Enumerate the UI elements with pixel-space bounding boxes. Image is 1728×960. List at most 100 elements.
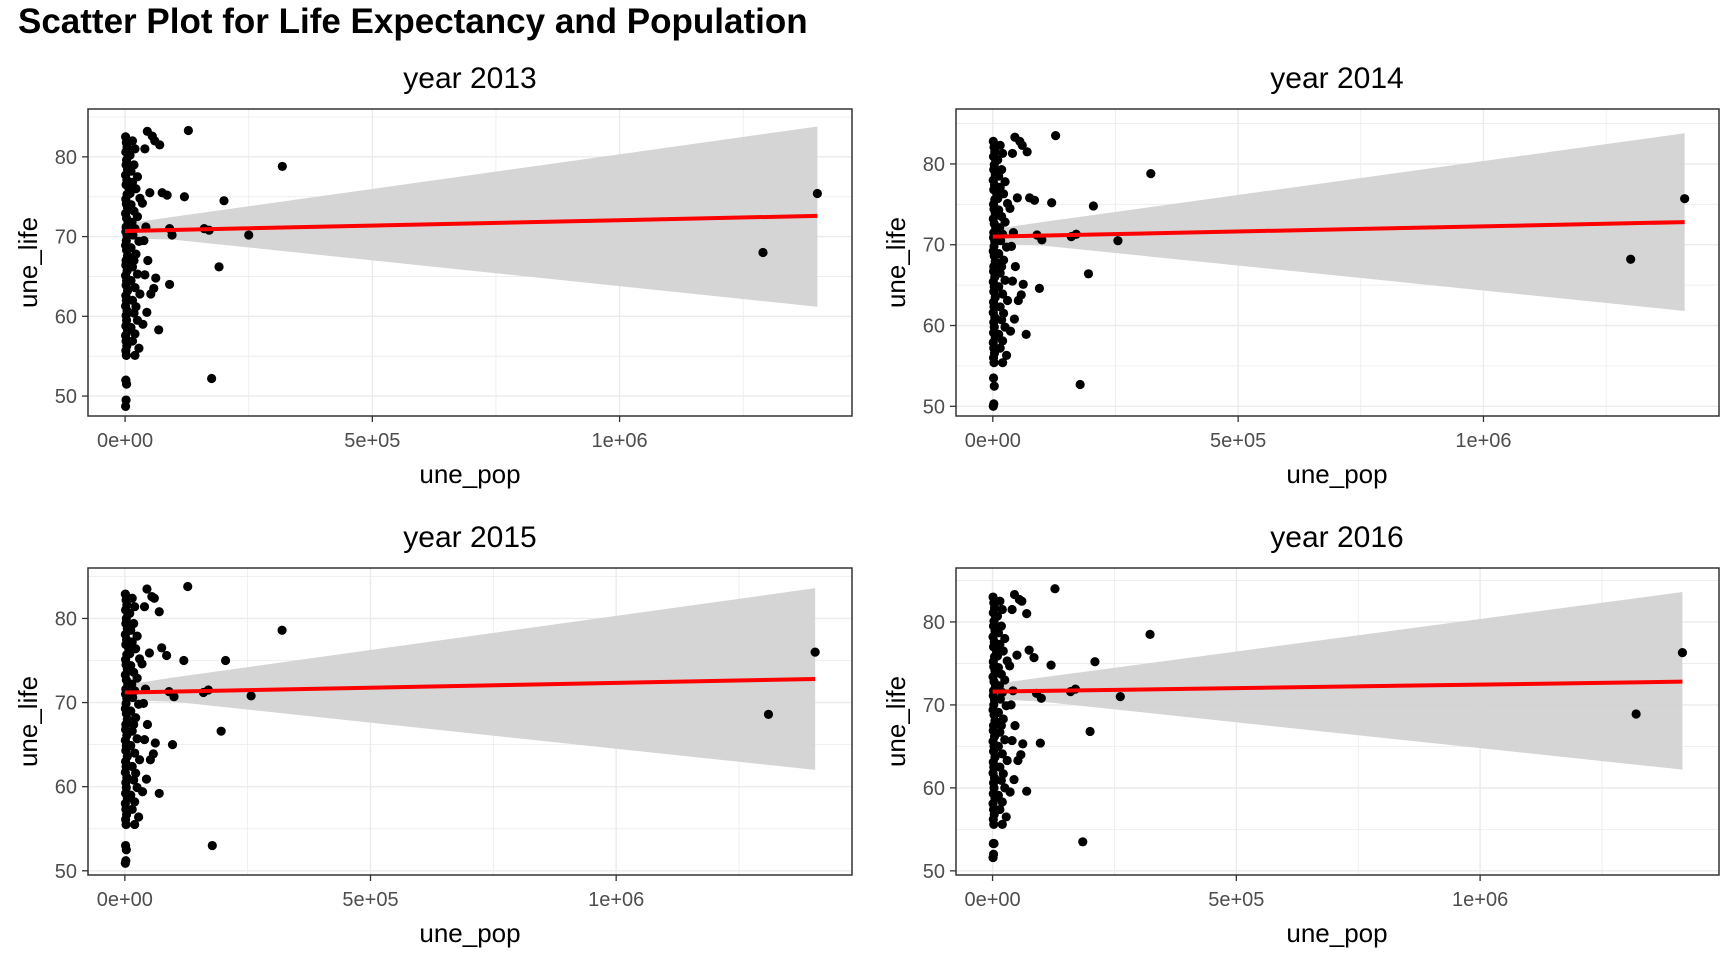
data-point [134,812,144,822]
data-point [1029,195,1040,205]
data-point [994,282,1004,292]
data-point [179,192,190,202]
data-point [763,709,774,719]
chart-main-title: Scatter Plot for Life Expectancy and Pop… [18,2,808,41]
confidence-ribbon [992,592,1683,770]
data-point [137,659,147,669]
y-tick-label: 80 [55,147,77,169]
data-point [148,749,158,759]
data-point [127,804,137,814]
y-tick-label: 70 [55,693,77,715]
data-point [993,741,1004,751]
data-point [993,194,1003,204]
data-point [1680,194,1690,204]
data-point [154,325,164,335]
data-point [998,336,1008,346]
data-point [989,819,999,829]
data-point [129,775,139,785]
data-point [1012,650,1022,660]
data-point [126,166,136,176]
data-point [995,343,1005,353]
data-point [1005,661,1015,671]
data-point [154,788,164,799]
data-point [1016,750,1026,760]
data-point [989,358,999,368]
data-point [1677,648,1688,658]
data-point [1018,279,1028,289]
panel-4: 0e+00 5e+05 1e+06 50 60 70 80 year 2016 une_pop u… [881,521,1720,948]
data-point [997,797,1007,807]
data-point [1007,276,1018,286]
data-point [1626,254,1636,264]
data-point [126,790,136,800]
data-point [1010,721,1020,731]
data-point [1005,203,1015,213]
data-point [1005,787,1015,797]
data-point [126,625,136,635]
data-point [997,819,1007,829]
data-point [126,275,136,286]
data-point [277,161,287,172]
data-point [995,694,1005,704]
data-point [1007,604,1017,615]
data-point [1017,140,1027,150]
data-point [121,819,131,830]
data-point [995,727,1005,737]
y-tick-label: 70 [55,227,77,249]
data-point [1088,201,1098,211]
data-point [1002,755,1012,766]
data-point [998,289,1008,299]
data-point [138,319,148,329]
data-point [130,350,140,360]
x-axis-label: une_pop [1286,459,1387,489]
data-point [140,270,150,280]
data-point [179,655,189,666]
y-tick-label: 50 [923,396,945,418]
data-point [1085,726,1095,737]
y-tick-label: 50 [923,861,945,883]
data-point [998,358,1008,368]
data-point [995,596,1005,606]
data-point [214,262,224,272]
data-point [997,749,1007,759]
data-point [138,698,149,709]
data-point [145,188,155,198]
data-point [130,329,140,339]
data-point [130,144,140,154]
data-point [149,593,159,603]
data-point [988,373,999,383]
data-point [139,602,150,612]
data-point [993,790,1004,800]
x-tick-label: 5e+05 [1208,889,1264,911]
x-tick-label: 0e+00 [97,889,153,911]
data-point [126,243,136,253]
data-point [143,255,153,266]
data-point [216,726,226,736]
data-point [164,279,175,290]
data-point [132,269,143,279]
confidence-ribbon [125,126,818,307]
data-point [1022,786,1032,796]
data-point [140,144,150,154]
data-point [128,692,138,703]
data-point [125,608,135,619]
data-point [132,673,142,683]
data-point [1016,290,1026,300]
panel-border [87,567,853,876]
data-point [1001,350,1012,361]
data-point [996,775,1006,786]
x-tick-label: 5e+05 [342,889,398,911]
data-point [812,188,822,199]
data-point [277,625,287,635]
data-point [219,196,229,206]
data-point [142,307,152,317]
data-point [121,845,131,855]
data-point [1000,275,1010,285]
y-tick-label: 70 [923,695,945,717]
data-point [1006,241,1017,251]
y-axis-label: une_life [881,676,911,767]
data-point [1002,295,1013,306]
data-point [162,190,172,200]
data-point [998,148,1008,159]
